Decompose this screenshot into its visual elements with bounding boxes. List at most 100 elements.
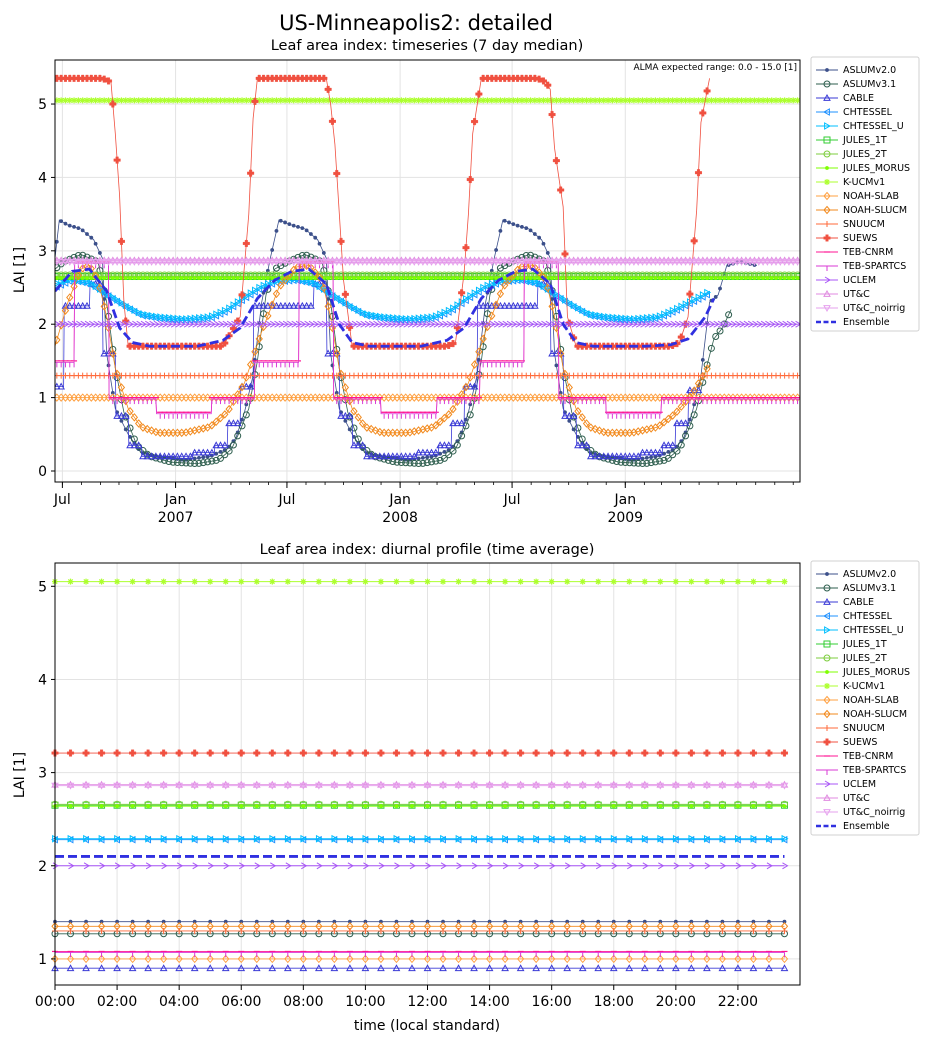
data-point [317, 241, 322, 246]
data-point [358, 441, 367, 449]
marker-dot [395, 276, 399, 280]
data-point [145, 276, 150, 280]
data-point [242, 239, 250, 247]
data-point [682, 432, 690, 440]
marker-dot [261, 276, 266, 280]
data-point [363, 452, 371, 460]
marker-plus [333, 169, 341, 177]
marker-triangle [578, 441, 587, 449]
marker-dot [459, 276, 464, 280]
data-point [380, 452, 388, 460]
marker-dot [360, 276, 365, 280]
marker-dot [253, 276, 257, 280]
data-point [375, 452, 384, 460]
marker-triangle [591, 452, 599, 460]
data-point [330, 276, 335, 280]
marker-triangle [660, 441, 668, 449]
marker-dot [468, 276, 473, 280]
data-point [787, 276, 791, 280]
marker-circle [161, 456, 169, 464]
data-point [677, 441, 685, 449]
data-point [393, 452, 401, 460]
data-point [220, 441, 229, 449]
data-point [574, 441, 582, 449]
marker-triangle [479, 301, 488, 309]
marker-dot [597, 276, 602, 280]
marker-dot [106, 363, 111, 368]
marker-dot [700, 357, 705, 362]
data-point [475, 301, 483, 309]
data-point [630, 452, 638, 460]
data-point [402, 459, 410, 467]
data-point [419, 448, 427, 456]
marker-circle [212, 456, 220, 464]
data-point [565, 411, 574, 419]
data-point [119, 418, 124, 423]
data-point [169, 452, 177, 460]
data-point [507, 220, 511, 225]
data-point [257, 276, 262, 280]
marker-dot [85, 232, 89, 236]
data-point [651, 458, 659, 466]
data-point [242, 411, 250, 419]
marker-dot [317, 241, 322, 246]
data-point [705, 276, 710, 280]
marker-dot [606, 276, 610, 280]
data-point [216, 441, 225, 449]
data-point [216, 454, 224, 462]
marker-dot [425, 276, 430, 280]
marker-dot [235, 276, 240, 280]
data-point [222, 276, 227, 280]
marker-dot [63, 221, 68, 226]
marker-circle [608, 456, 616, 464]
data-point [634, 459, 642, 467]
marker-dot [442, 449, 447, 454]
data-point [390, 276, 395, 280]
marker-dot [787, 276, 791, 280]
marker-circle [178, 459, 186, 467]
marker-plus [544, 81, 552, 89]
marker-dot [795, 276, 800, 280]
marker-circle [191, 460, 199, 468]
marker-circle [186, 459, 194, 467]
marker-circle [204, 458, 212, 466]
data-point [246, 382, 255, 390]
marker-dot [218, 276, 223, 280]
data-point [644, 276, 649, 280]
marker-dot [515, 276, 520, 280]
marker-dot [128, 276, 132, 280]
marker-dot [528, 276, 533, 280]
marker-circle [427, 458, 435, 466]
marker-triangle [152, 452, 160, 460]
data-point [173, 452, 182, 460]
series-K-UCMv1 [55, 97, 800, 104]
data-point [545, 251, 550, 255]
data-point [532, 276, 537, 280]
marker-triangle [186, 452, 195, 460]
marker-dot [464, 276, 468, 280]
marker-triangle [522, 301, 531, 309]
data-point [199, 448, 208, 456]
data-point [588, 276, 593, 280]
marker-plus [699, 109, 707, 117]
data-point [502, 276, 507, 280]
data-point [188, 276, 193, 280]
data-point [574, 424, 582, 432]
marker-triangle [337, 411, 345, 419]
marker-dot [89, 276, 94, 280]
marker-plus [113, 156, 121, 164]
marker-plus [328, 117, 336, 125]
data-point [117, 411, 126, 419]
data-point [333, 169, 341, 177]
marker-dot [179, 276, 184, 280]
marker-dot [722, 276, 727, 280]
data-point [130, 441, 139, 449]
marker-plus [242, 239, 250, 247]
data-point [570, 413, 578, 421]
marker-dot [304, 276, 309, 280]
data-point [113, 411, 121, 419]
marker-triangle [324, 349, 332, 357]
marker-dot [718, 286, 722, 291]
marker-dot [455, 276, 460, 280]
marker-dot [662, 276, 666, 280]
